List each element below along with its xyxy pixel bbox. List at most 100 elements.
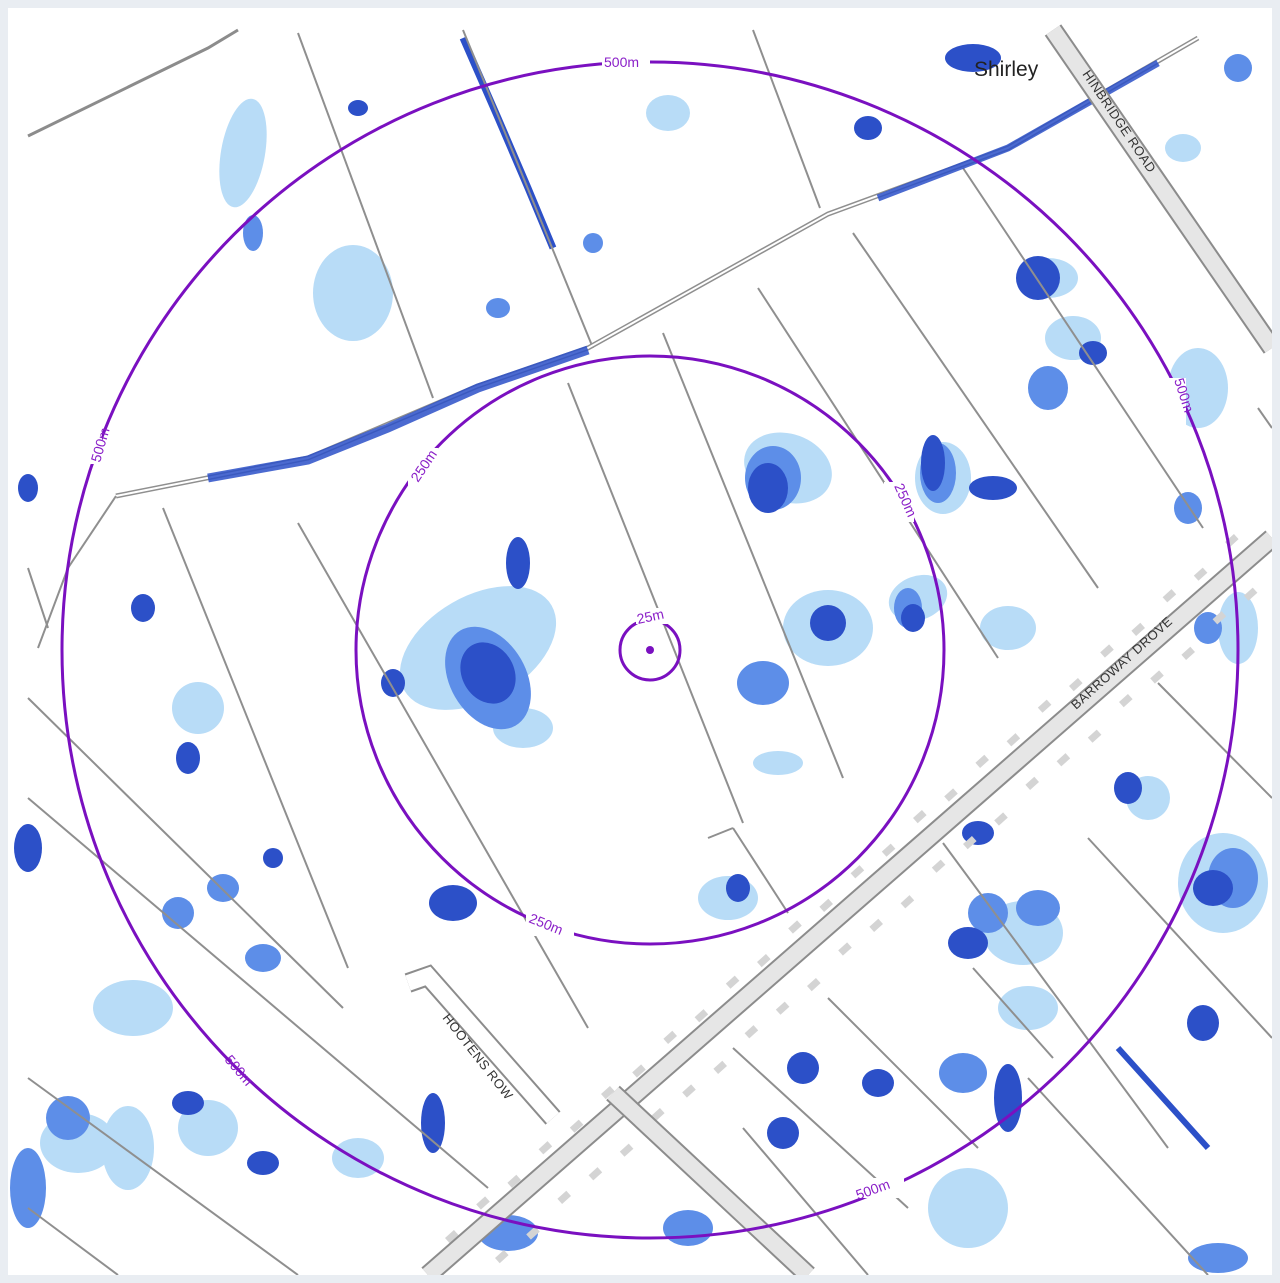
- building-32: [725, 975, 740, 989]
- building-26: [819, 898, 834, 913]
- flood-dark-3: [748, 463, 788, 513]
- place-label: Shirley: [974, 58, 1039, 81]
- field-line-23: [1027, 1077, 1209, 1275]
- ring-labels: 500m 500m 500m 500m 500m 250m 250m 250m: [80, 54, 1197, 1203]
- building-34: [694, 1009, 709, 1023]
- map-background: [8, 8, 1272, 1275]
- flood-dark-21: [421, 1093, 445, 1153]
- building-9: [1150, 670, 1164, 684]
- flood-map[interactable]: HINBRIDGE ROAD BARROWAY DROVE HOOTENS RO…: [8, 8, 1272, 1275]
- building-30: [757, 953, 771, 968]
- flood-mid-18: [1016, 890, 1060, 926]
- flood-mid-6: [486, 298, 510, 318]
- flood-dark-6: [1016, 256, 1060, 300]
- field-line-14: [27, 1077, 299, 1275]
- building-28: [788, 920, 802, 934]
- flood-dark-19: [862, 1069, 894, 1097]
- field-line-2: [462, 29, 594, 349]
- flood-dark-0: [460, 642, 516, 704]
- flood-mid-10: [245, 944, 281, 972]
- flood-mid-23: [939, 1053, 987, 1093]
- flood-dark-30: [726, 874, 750, 902]
- building-5: [1212, 611, 1227, 625]
- flood-mid-8: [1224, 54, 1252, 82]
- target-point-icon[interactable]: [646, 646, 654, 654]
- watercourse: [37, 35, 1200, 649]
- flood-mid-21: [10, 1148, 46, 1228]
- flood-dark-4: [810, 605, 846, 641]
- building-23: [931, 859, 946, 873]
- flood-dark-7: [1079, 341, 1107, 365]
- flood-light-19: [753, 751, 803, 775]
- building-3: [1243, 587, 1258, 601]
- field-line-10: [297, 522, 589, 1029]
- flood-dark-31: [901, 604, 925, 632]
- flood-light-25: [172, 682, 224, 734]
- building-36: [663, 1030, 678, 1045]
- field-line-18: [942, 842, 1169, 1149]
- map-canvas[interactable]: HINBRIDGE ROAD BARROWAY DROVE HOOTENS RO…: [8, 8, 1272, 1275]
- building-42: [569, 1119, 584, 1133]
- flood-mid-16: [1188, 1243, 1248, 1273]
- field-line-22: [827, 997, 979, 1149]
- field-line-3: [567, 382, 744, 824]
- field-line-17: [707, 827, 734, 839]
- flood-dark-28: [18, 474, 38, 502]
- flood-light-18: [1165, 134, 1201, 162]
- flood-dark-12: [1114, 772, 1142, 804]
- flood-dark-1: [506, 537, 530, 589]
- building-2: [1193, 567, 1208, 581]
- building-4: [1162, 589, 1177, 603]
- building-10: [1069, 677, 1083, 692]
- building-40: [601, 1085, 615, 1100]
- flood-mid-12: [162, 897, 194, 929]
- flood-light-16: [980, 606, 1036, 650]
- building-31: [807, 977, 821, 992]
- building-6: [1131, 622, 1146, 637]
- flood-light-1: [313, 245, 393, 341]
- flood-dark-5: [921, 435, 945, 491]
- building-50: [444, 1229, 459, 1244]
- building-17: [1025, 776, 1040, 791]
- field-line-5: [757, 287, 999, 659]
- flood-mid-7: [583, 233, 603, 253]
- flood-dark-14: [948, 927, 988, 959]
- field-line-8: [1257, 407, 1272, 429]
- field-line-11: [27, 567, 49, 629]
- field-line-6: [852, 232, 1099, 589]
- building-20: [913, 809, 927, 824]
- field-line-13: [27, 797, 489, 1189]
- flood-light-27: [998, 986, 1058, 1030]
- ring-label-25m: 25m: [635, 606, 665, 627]
- building-45: [588, 1167, 603, 1181]
- field-line-7: [962, 167, 1204, 529]
- flood-dark-11: [945, 44, 1001, 72]
- field-line-12: [27, 697, 344, 1009]
- field-line-19: [972, 967, 1054, 1059]
- building-8: [1100, 644, 1114, 658]
- field-line-4: [662, 332, 844, 779]
- flood-dark-27: [14, 824, 42, 872]
- building-41: [651, 1107, 665, 1122]
- flood-dark-20: [767, 1117, 799, 1149]
- field-boundaries: [27, 29, 1272, 1275]
- flood-dark-29: [131, 594, 155, 622]
- building-11: [1119, 693, 1133, 708]
- building-51: [495, 1249, 509, 1264]
- building-18: [944, 788, 958, 802]
- ring-label-500m-top: 500m: [604, 54, 639, 70]
- flood-dark-18: [787, 1052, 819, 1084]
- building-44: [538, 1141, 553, 1155]
- flood-dark-10: [348, 100, 368, 116]
- building-46: [507, 1174, 522, 1189]
- building-25: [900, 895, 915, 909]
- field-line-15: [27, 1207, 119, 1275]
- flood-mid-20: [46, 1096, 90, 1140]
- building-24: [850, 865, 865, 879]
- roads: [27, 24, 1272, 1275]
- building-19: [994, 812, 1008, 826]
- flood-mid-2: [737, 661, 789, 705]
- building-33: [775, 1001, 790, 1015]
- building-14: [1006, 733, 1021, 747]
- flood-light-11: [928, 1168, 1008, 1248]
